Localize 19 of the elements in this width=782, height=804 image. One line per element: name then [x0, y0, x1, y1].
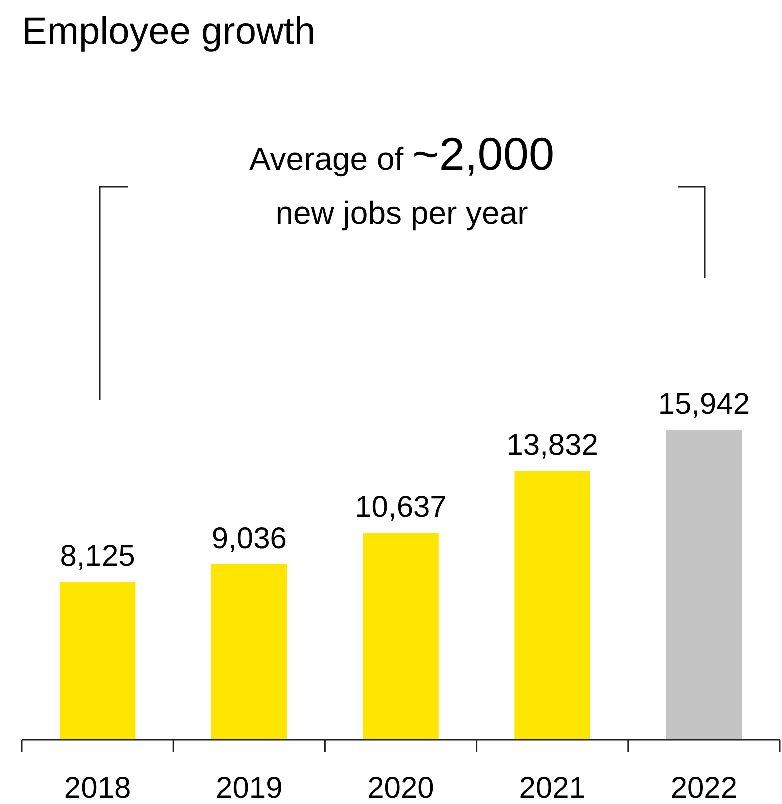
data-label: 8,125 — [60, 540, 136, 574]
data-label: 9,036 — [212, 522, 287, 556]
x-tick-label: 2020 — [368, 772, 434, 804]
data-label: 15,942 — [658, 388, 750, 421]
chart-title: Employee growth — [22, 11, 316, 53]
x-tick-label: 2021 — [519, 772, 586, 804]
text: Average of — [249, 141, 413, 177]
bar — [363, 533, 439, 740]
x-tick-label: 2022 — [670, 772, 738, 804]
data-label: 10,637 — [355, 491, 447, 524]
text: new jobs per year — [276, 195, 529, 231]
bar — [666, 430, 742, 740]
bar — [514, 471, 590, 740]
x-tick-label: 2018 — [64, 772, 132, 804]
bar — [212, 564, 288, 740]
data-label: 13,832 — [506, 429, 598, 462]
text: ~2,000 — [412, 128, 555, 180]
x-tick-label: 2019 — [216, 772, 283, 804]
bar — [60, 582, 136, 740]
